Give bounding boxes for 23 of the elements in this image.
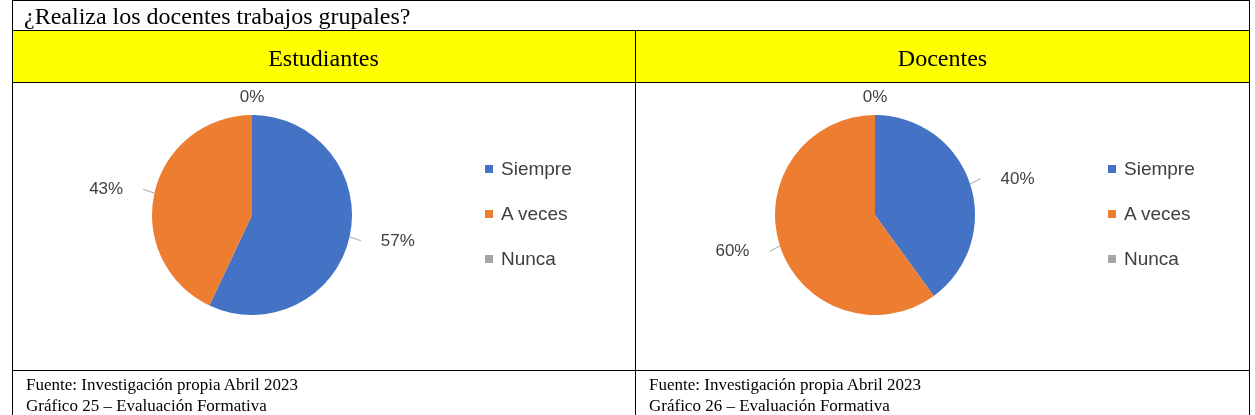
text: Gráfico 26 – Evaluación Formativa (649, 396, 891, 415)
source-note: Fuente: Investigación propia Abril 2023 (26, 375, 298, 394)
legend-label: A veces (1124, 203, 1191, 224)
chart-title: ¿Realiza los docentes trabajos grupales? (24, 3, 411, 29)
legend-label: Siempre (501, 158, 572, 179)
data-label: 57% (380, 230, 415, 250)
legend-label: Siempre (1124, 158, 1195, 179)
text: 0% (862, 87, 888, 106)
chart-subtitle: Docentes (897, 45, 988, 71)
source-note: Fuente: Investigación propia Abril 2023 (649, 375, 921, 394)
pie-slice (152, 115, 252, 306)
data-label: 43% (89, 179, 124, 199)
data-label: 40% (1000, 168, 1035, 188)
text: Gráfico 25 – Evaluación Formativa (26, 396, 268, 415)
legend-label: A veces (501, 203, 568, 224)
legend-label: Nunca (1124, 248, 1180, 269)
chart-subtitle: Estudiantes (268, 45, 379, 71)
text: 0% (239, 87, 265, 106)
pie-slice (775, 115, 934, 315)
legend-label: Nunca (501, 248, 557, 269)
data-label: 60% (715, 241, 750, 261)
pie-slice (875, 115, 975, 296)
pie-slice (209, 115, 352, 315)
